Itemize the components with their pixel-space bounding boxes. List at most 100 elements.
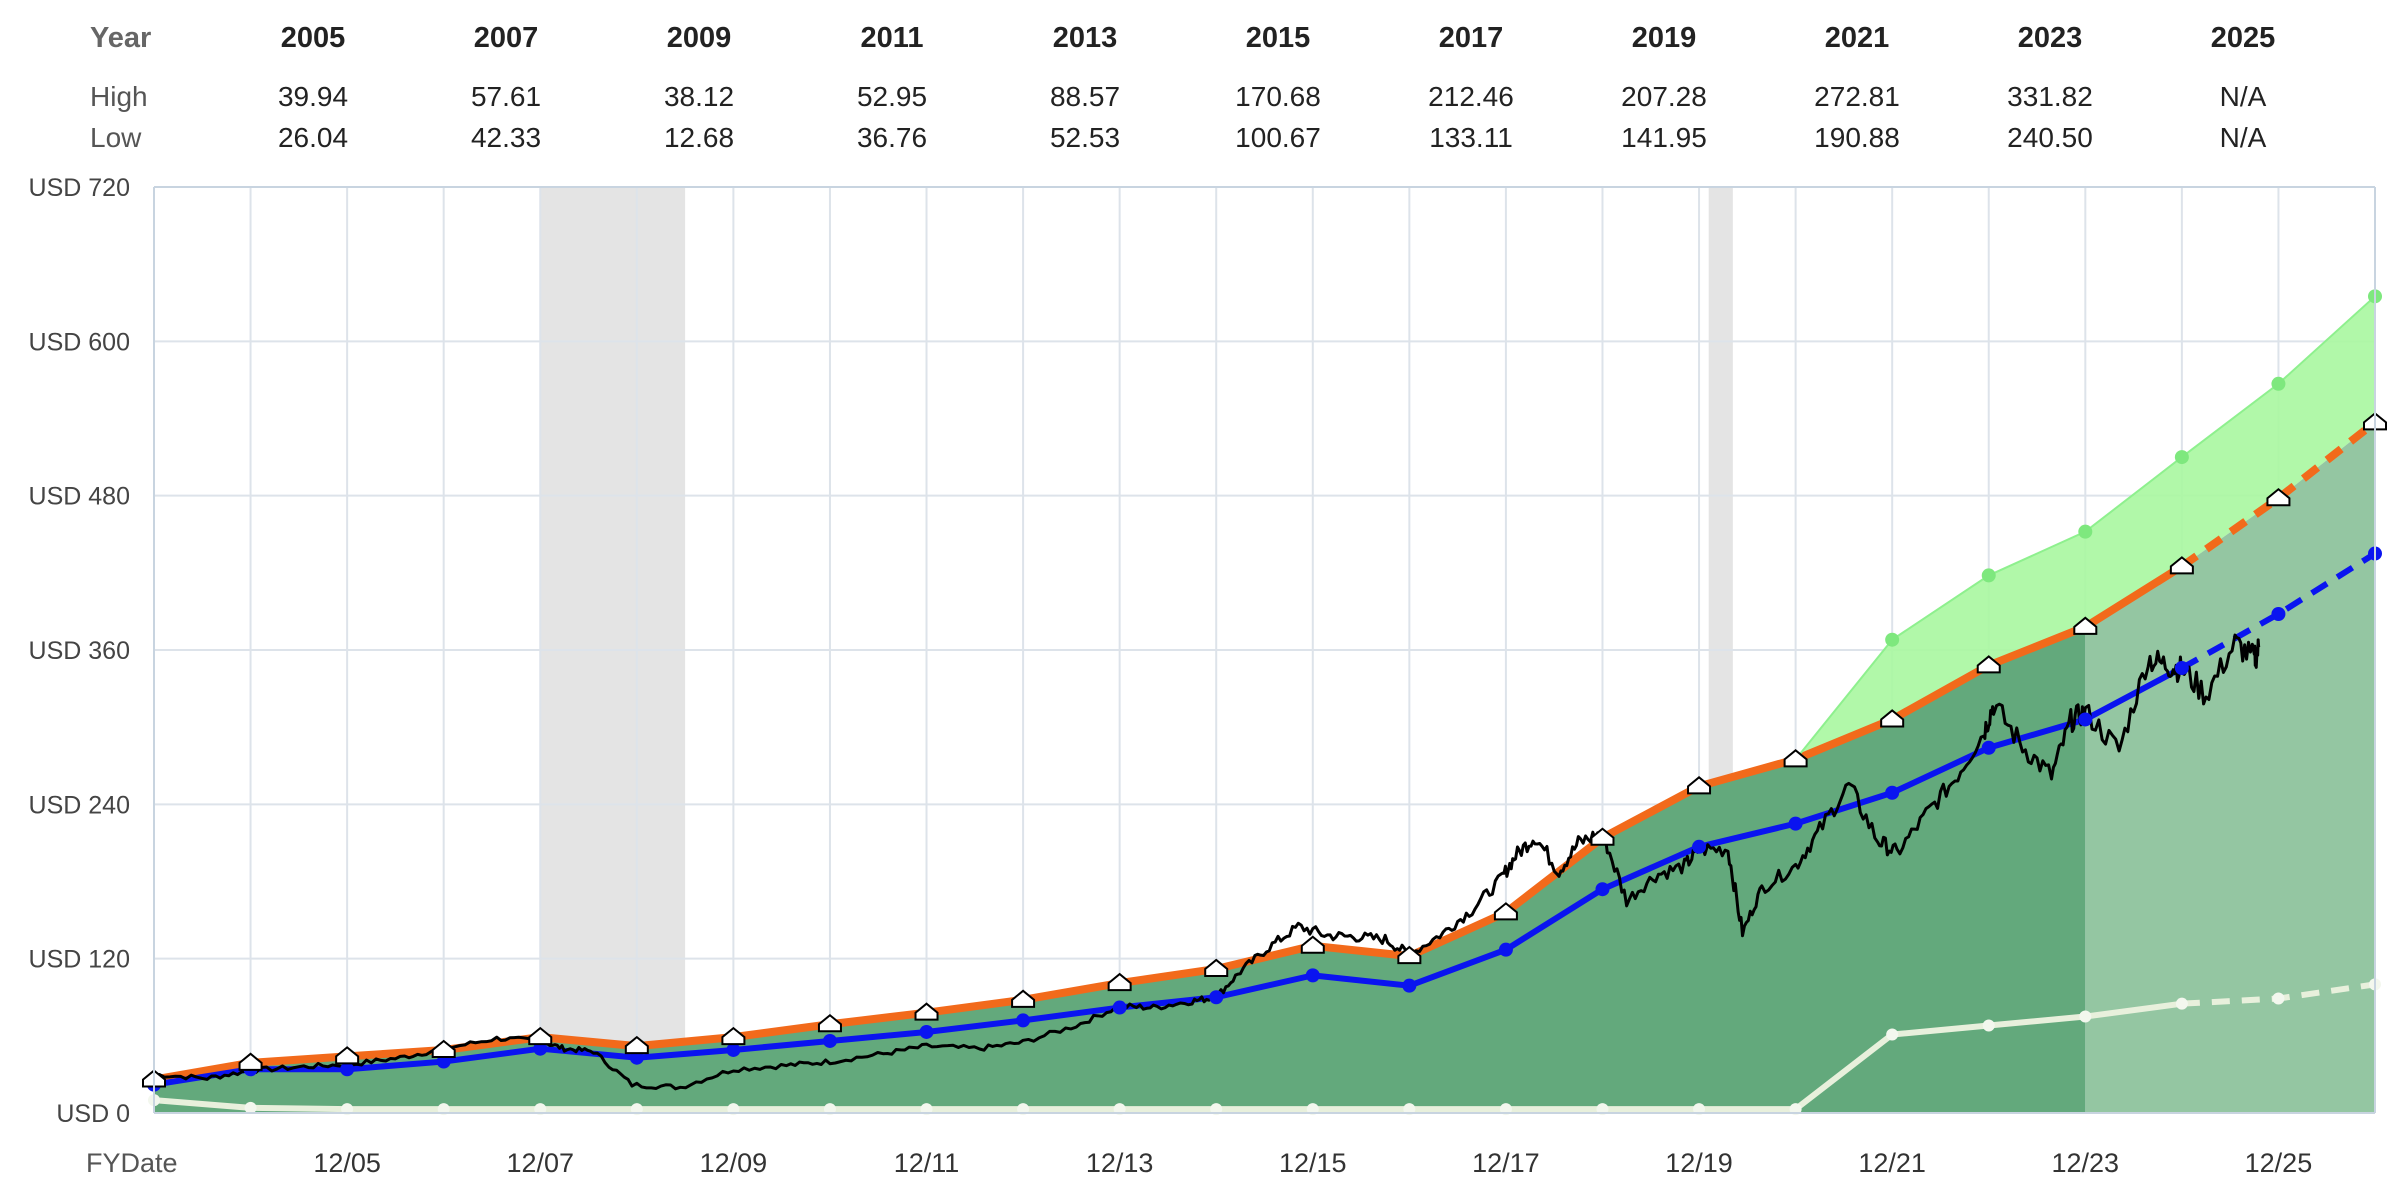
year-cell: 2009 — [666, 22, 732, 54]
fair-value-marker — [1204, 958, 1229, 977]
year-cell: 2025 — [2210, 22, 2276, 54]
high-value-cell: N/A — [2219, 81, 2267, 112]
fair-value-marker — [1493, 902, 1518, 921]
year-cell: 2015 — [1245, 22, 1311, 54]
fair-value-marker — [335, 1046, 360, 1065]
earnings-point — [1209, 990, 1224, 1005]
earnings-point — [436, 1054, 451, 1069]
y-tick-label: USD 480 — [29, 483, 130, 511]
fair-value-marker — [1880, 709, 1905, 728]
high-value-cell: 88.57 — [1049, 81, 1121, 112]
fair-value-marker — [238, 1052, 263, 1071]
summary-table: Year High Low 2005 2007 2009 2011 2013 2… — [0, 0, 2402, 170]
high-row-label: High — [90, 81, 148, 112]
earnings-point — [1305, 968, 1320, 983]
fair-value-marker — [1300, 935, 1325, 954]
year-cell: 2011 — [860, 22, 924, 54]
x-tick-label: 12/11 — [894, 1148, 960, 1178]
fair-value-marker — [2073, 616, 2098, 635]
earnings-point — [1981, 740, 1996, 755]
x-axis-label: FYDate — [86, 1148, 178, 1178]
fair-value-marker — [2169, 556, 2194, 575]
fair-value-line-estimate — [2179, 419, 2378, 570]
upper-estimate-point — [2078, 524, 2093, 539]
high-value-cell: 52.95 — [856, 81, 928, 112]
fair-value-area-forecast — [2085, 422, 2375, 1113]
x-tick-label: 12/17 — [1472, 1148, 1540, 1178]
earnings-point — [726, 1042, 741, 1057]
year-cell: 2021 — [1824, 22, 1890, 54]
low-value-cell: N/A — [2219, 122, 2267, 153]
earnings-point — [2078, 712, 2093, 727]
earnings-point — [822, 1033, 837, 1048]
y-tick-label: USD 720 — [29, 174, 130, 202]
earnings-point — [1692, 839, 1707, 854]
high-value-cell: 272.81 — [1814, 81, 1900, 112]
fair-value-marker — [1976, 655, 2001, 674]
earnings-point — [629, 1050, 644, 1065]
low-value-cell: 52.53 — [1049, 122, 1121, 153]
earnings-point — [1016, 1013, 1031, 1028]
earnings-line-estimate — [2180, 550, 2377, 671]
fair-value-marker — [914, 1002, 939, 1021]
fair-value-area-historical — [154, 626, 2086, 1113]
upper-estimate-point — [1981, 568, 1996, 583]
low-value-cell: 36.76 — [856, 122, 928, 153]
earnings-point — [533, 1041, 548, 1056]
high-value-cell: 331.82 — [2007, 81, 2093, 112]
x-tick-label: 12/15 — [1279, 1148, 1347, 1178]
y-tick-label: USD 120 — [29, 946, 130, 974]
upper-estimate-area — [1795, 296, 2375, 760]
low-value-cell: 100.67 — [1235, 122, 1321, 153]
low-value-cell: 133.11 — [1429, 122, 1513, 153]
dividends-point — [244, 1101, 257, 1114]
low-value-cell: 190.88 — [1814, 122, 1900, 153]
fair-value-marker — [624, 1035, 649, 1055]
x-tick-label: 12/21 — [1858, 1148, 1926, 1178]
fair-value-marker — [721, 1026, 746, 1046]
fair-value-marker — [1011, 989, 1036, 1008]
x-tick-label: 12/13 — [1086, 1148, 1154, 1178]
high-value-cell: 212.46 — [1428, 81, 1514, 112]
upper-estimate-point — [2174, 450, 2189, 465]
fair-value-marker — [1107, 972, 1132, 992]
earnings-point — [1885, 785, 1900, 800]
year-cell: 2019 — [1631, 22, 1697, 54]
year-cell: 2007 — [473, 22, 539, 54]
year-header-label: Year — [90, 22, 152, 54]
dividends-line — [153, 1000, 2183, 1113]
year-cell: 2005 — [280, 22, 346, 54]
y-tick-label: USD 600 — [29, 328, 130, 356]
fair-value-marker — [431, 1039, 456, 1058]
fair-value-marker — [528, 1026, 553, 1046]
earnings-point — [1788, 816, 1803, 831]
dividends-point — [1886, 1028, 1899, 1041]
low-value-cell: 42.33 — [470, 122, 542, 153]
high-value-cell: 39.94 — [277, 81, 349, 112]
fair-value-marker — [1783, 749, 1808, 768]
earnings-point — [1402, 978, 1417, 993]
earnings-point — [1595, 882, 1610, 897]
earnings-point — [919, 1024, 934, 1039]
dividends-point — [2079, 1010, 2092, 1023]
y-tick-label: USD 0 — [56, 1100, 130, 1128]
x-tick-label: 12/23 — [2052, 1148, 2120, 1178]
x-tick-label: 12/07 — [506, 1148, 574, 1178]
fair-value-marker — [2266, 487, 2291, 507]
earnings-point — [2271, 606, 2286, 621]
high-value-cell: 207.28 — [1621, 81, 1707, 112]
fair-value-marker — [1687, 776, 1712, 795]
low-row-label: Low — [90, 122, 142, 153]
y-tick-label: USD 360 — [29, 637, 130, 665]
high-value-cell: 38.12 — [663, 81, 735, 112]
x-tick-label: 12/05 — [313, 1148, 381, 1178]
low-value-cell: 26.04 — [277, 122, 349, 153]
earnings-point — [1112, 1000, 1127, 1015]
fair-value-line — [153, 563, 2184, 1084]
dividends-point — [1982, 1019, 1995, 1032]
dividends-point — [2175, 997, 2188, 1010]
year-cell: 2013 — [1052, 22, 1118, 54]
earnings-point — [2174, 661, 2189, 676]
price-line — [153, 633, 2261, 1091]
earnings-point — [340, 1062, 355, 1077]
